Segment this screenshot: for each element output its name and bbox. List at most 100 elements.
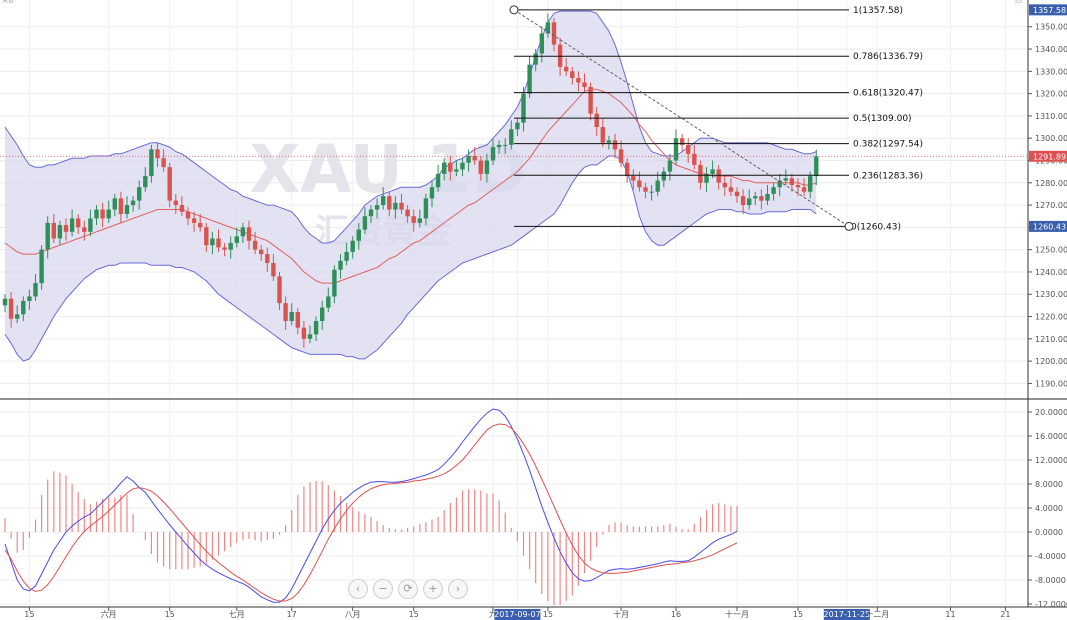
macd-tick-label: 16.0000: [1035, 432, 1067, 441]
candle: [612, 133, 618, 159]
macd-tick-label: -4.0000: [1035, 552, 1066, 561]
candle: [795, 178, 801, 197]
candle: [332, 265, 337, 304]
candle: [57, 220, 63, 246]
fib-handle-top[interactable]: [509, 5, 519, 15]
price-tick-label: 1250.00: [1035, 246, 1067, 255]
candle: [679, 133, 685, 152]
candle: [716, 164, 721, 190]
price-tick-label: 1270.00: [1035, 201, 1067, 210]
candle: [423, 193, 429, 226]
candle: [606, 135, 612, 150]
candle: [527, 55, 532, 99]
reset-chart-button[interactable]: ⟳: [398, 579, 418, 599]
macd-tick-label: 20.0000: [1035, 408, 1067, 417]
candle: [179, 196, 185, 217]
candle: [15, 305, 20, 324]
candle: [759, 189, 764, 210]
candle: [289, 303, 294, 326]
candle: [198, 213, 203, 232]
zoom-out-button[interactable]: −: [373, 579, 393, 599]
macd-axis[interactable]: -12.0000 -8.0000 -4.0000 0.0000 4.0000 8.0000…: [1028, 408, 1067, 609]
time-tick-label: 15: [793, 610, 803, 619]
bollinger-lower-line: [4, 155, 817, 362]
fib-trend-line: [513, 9, 850, 227]
candle: [283, 296, 288, 330]
candle: [509, 120, 514, 150]
macd-histogram: [4, 471, 738, 606]
candle: [265, 247, 270, 272]
macd-line: [4, 408, 738, 603]
price-axis[interactable]: 1190.00 1200.00 1210.00 1220.00 1230.00 1240.…: [1028, 23, 1067, 389]
time-tick-label: 15: [165, 610, 175, 619]
candle: [722, 176, 727, 197]
candle: [765, 185, 770, 206]
price-tick-label: 1330.00: [1035, 67, 1067, 76]
time-tick-label: 15: [543, 610, 553, 619]
time-tick-label: 17: [287, 610, 297, 619]
candle: [387, 191, 392, 217]
candle: [33, 274, 38, 301]
candle: [338, 254, 343, 279]
candle: [63, 218, 69, 241]
candle: [594, 106, 599, 136]
time-tick-label: 2017-11-25: [824, 610, 871, 619]
macd-tick-label: 0.0000: [1035, 528, 1063, 537]
candlestick-series: [2, 13, 819, 348]
candle: [686, 138, 691, 163]
candle: [801, 178, 807, 197]
candle: [576, 71, 581, 92]
candle: [368, 205, 374, 223]
candle: [417, 209, 422, 228]
price-tick-label: 1310.00: [1035, 112, 1067, 121]
macd-tick-label: -8.0000: [1035, 576, 1066, 585]
candle: [649, 185, 654, 201]
price-tick-label: 1220.00: [1035, 313, 1067, 322]
current-price-tag-label: 1291.89: [1033, 152, 1066, 161]
time-tick-label: 2017-09-07: [494, 610, 541, 619]
candle: [600, 118, 605, 148]
candle: [124, 196, 130, 219]
candle: [771, 182, 776, 201]
candle: [429, 180, 435, 208]
candle: [515, 118, 520, 136]
macd-indicator: [4, 408, 738, 606]
time-tick-label: 十二月: [865, 609, 889, 619]
fib-label-0382: 0.382(1297.54): [853, 140, 923, 150]
candle: [155, 142, 160, 168]
time-tick-label: 21: [1000, 610, 1010, 619]
candle: [521, 86, 526, 132]
candle: [588, 82, 593, 121]
candle: [740, 189, 746, 214]
time-tick-label: 九: [489, 610, 497, 619]
scroll-left-button[interactable]: ‹: [348, 579, 368, 599]
candle: [240, 222, 246, 243]
scroll-right-button[interactable]: ›: [448, 579, 468, 599]
fibonacci-retracement[interactable]: 1(1357.58) 0.786(1336.79) 0.618(1320.47)…: [509, 5, 923, 233]
candle: [167, 162, 172, 208]
candle: [344, 242, 349, 266]
candle: [692, 144, 697, 170]
fib-handle-bottom[interactable]: [844, 221, 854, 231]
candle: [435, 164, 441, 192]
candle: [643, 182, 648, 199]
candle: [551, 17, 557, 52]
candle: [753, 191, 758, 206]
time-tick-label: 15: [24, 610, 34, 619]
candle: [448, 156, 453, 181]
candle: [161, 149, 166, 172]
candle: [143, 167, 148, 192]
price-tick-label: 1240.00: [1035, 268, 1067, 277]
price-tick-label: 1300.00: [1035, 134, 1067, 143]
zoom-in-button[interactable]: +: [423, 579, 443, 599]
macd-tick-label: -12.0000: [1035, 600, 1067, 609]
price-tick-label: 1210.00: [1035, 335, 1067, 344]
fib-label-0236: 0.236(1283.36): [853, 171, 923, 181]
macd-signal-line: [4, 423, 738, 602]
macd-tick-label: 4.0000: [1035, 504, 1063, 513]
candle: [210, 231, 215, 255]
candle: [777, 173, 782, 197]
candle: [130, 196, 136, 212]
